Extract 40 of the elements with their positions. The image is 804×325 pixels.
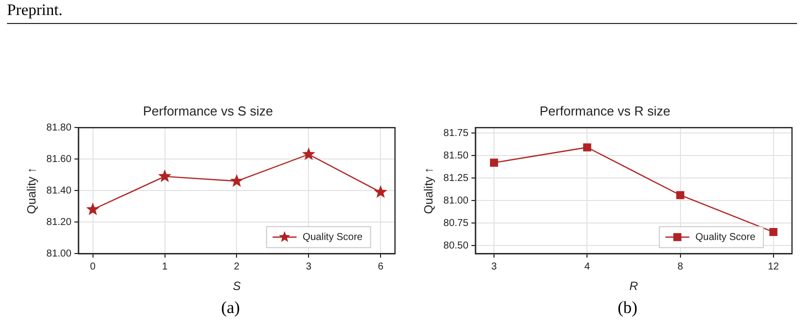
- y-tick-label: 81.00: [46, 248, 72, 260]
- x-axis-title: R: [628, 279, 638, 294]
- y-tick-label: 81.40: [46, 185, 72, 196]
- legend-label: Quality Score: [302, 232, 363, 243]
- point: [676, 191, 684, 200]
- legend-label: Quality Score: [694, 232, 756, 243]
- point: [230, 174, 243, 187]
- y-axis-title: Quality ↑: [421, 167, 436, 214]
- point: [582, 143, 591, 152]
- point: [86, 202, 99, 216]
- x-tick-label: 2: [233, 261, 240, 272]
- x-tick-label: 3: [490, 261, 497, 272]
- y-tick-label: 81.60: [46, 154, 72, 165]
- x-tick-label: 6: [377, 261, 384, 272]
- x-tick-label: 0: [90, 261, 96, 272]
- point: [302, 147, 315, 160]
- chart-title: Performance vs R size: [539, 103, 670, 118]
- point: [490, 158, 498, 167]
- y-tick-label: 81.80: [46, 122, 72, 134]
- x-tick-label: 1: [161, 261, 168, 272]
- x-axis-title: S: [232, 279, 240, 294]
- y-tick-label: 80.50: [442, 240, 468, 252]
- text: Preprint.: [7, 2, 63, 19]
- y-tick-label: 81.50: [442, 150, 468, 162]
- point: [158, 169, 171, 182]
- chart-title: Performance vs S size: [142, 103, 273, 118]
- point: [768, 228, 777, 236]
- y-tick-label: 81.75: [442, 128, 468, 139]
- y-axis-title: Quality ↑: [24, 167, 38, 214]
- text: (a): [221, 298, 240, 318]
- x-tick-label: 3: [305, 261, 312, 272]
- x-tick-label: 4: [584, 261, 590, 272]
- y-tick-label: 81.00: [442, 195, 468, 206]
- x-tick-label: 8: [676, 261, 683, 272]
- y-tick-label: 81.25: [442, 172, 468, 184]
- point: [373, 185, 387, 198]
- y-tick-label: 80.75: [442, 218, 468, 229]
- text: (b): [618, 298, 638, 318]
- x-tick-label: 12: [767, 261, 779, 272]
- y-tick-label: 81.20: [46, 216, 72, 228]
